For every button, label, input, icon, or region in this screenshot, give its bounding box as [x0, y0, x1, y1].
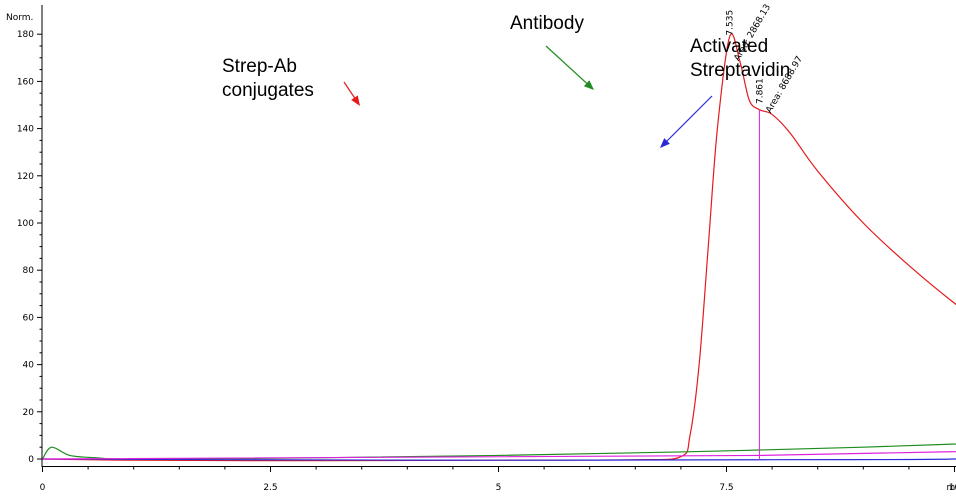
series-layer	[41, 33, 956, 462]
y-tick-label: 100	[17, 219, 34, 229]
series-line-baseline	[42, 451, 956, 460]
annotation-label: conjugates	[222, 80, 314, 101]
annotation-label: Antibody	[510, 13, 584, 34]
x-axis-label: min	[947, 483, 956, 493]
x-tick-label: 2.5	[263, 483, 277, 493]
series-line-blue	[42, 458, 956, 461]
annotation-arrowhead	[351, 95, 360, 106]
annotation-arrow	[663, 95, 713, 145]
y-tick-label: 140	[17, 125, 34, 135]
axes: 020406080100120140160180Norm.02.557.5101…	[6, 5, 956, 493]
y-tick-label: 0	[28, 455, 34, 465]
series-line-green	[41, 443, 956, 460]
x-tick-label: 5	[496, 483, 502, 493]
y-tick-label: 120	[17, 172, 34, 182]
y-tick-label: 60	[23, 313, 35, 323]
annotation-label: Activated	[690, 36, 768, 57]
annotation-arrowhead	[583, 80, 594, 90]
y-tick-label: 180	[17, 30, 34, 40]
y-axis-label: Norm.	[6, 13, 33, 23]
annotation-label: Streptavidin	[690, 60, 790, 81]
y-tick-label: 40	[23, 361, 35, 371]
annotation-label: Strep-Ab	[222, 56, 297, 77]
y-tick-label: 20	[23, 408, 35, 418]
annotation-arrow	[545, 45, 590, 87]
peak-label: 7.535	[726, 10, 736, 36]
annotation-arrowhead	[660, 138, 670, 148]
x-tick-label: 10	[949, 483, 956, 493]
series-line-red	[42, 33, 956, 462]
peak-label: 7.861	[755, 78, 765, 104]
y-tick-label: 80	[23, 266, 35, 276]
annotations: Strep-Ab conjugates Antibody Activated Strep…	[222, 13, 790, 148]
y-tick-label: 160	[17, 77, 34, 87]
x-tick-label: 0	[40, 483, 46, 493]
x-tick-label: 7.5	[719, 483, 733, 493]
